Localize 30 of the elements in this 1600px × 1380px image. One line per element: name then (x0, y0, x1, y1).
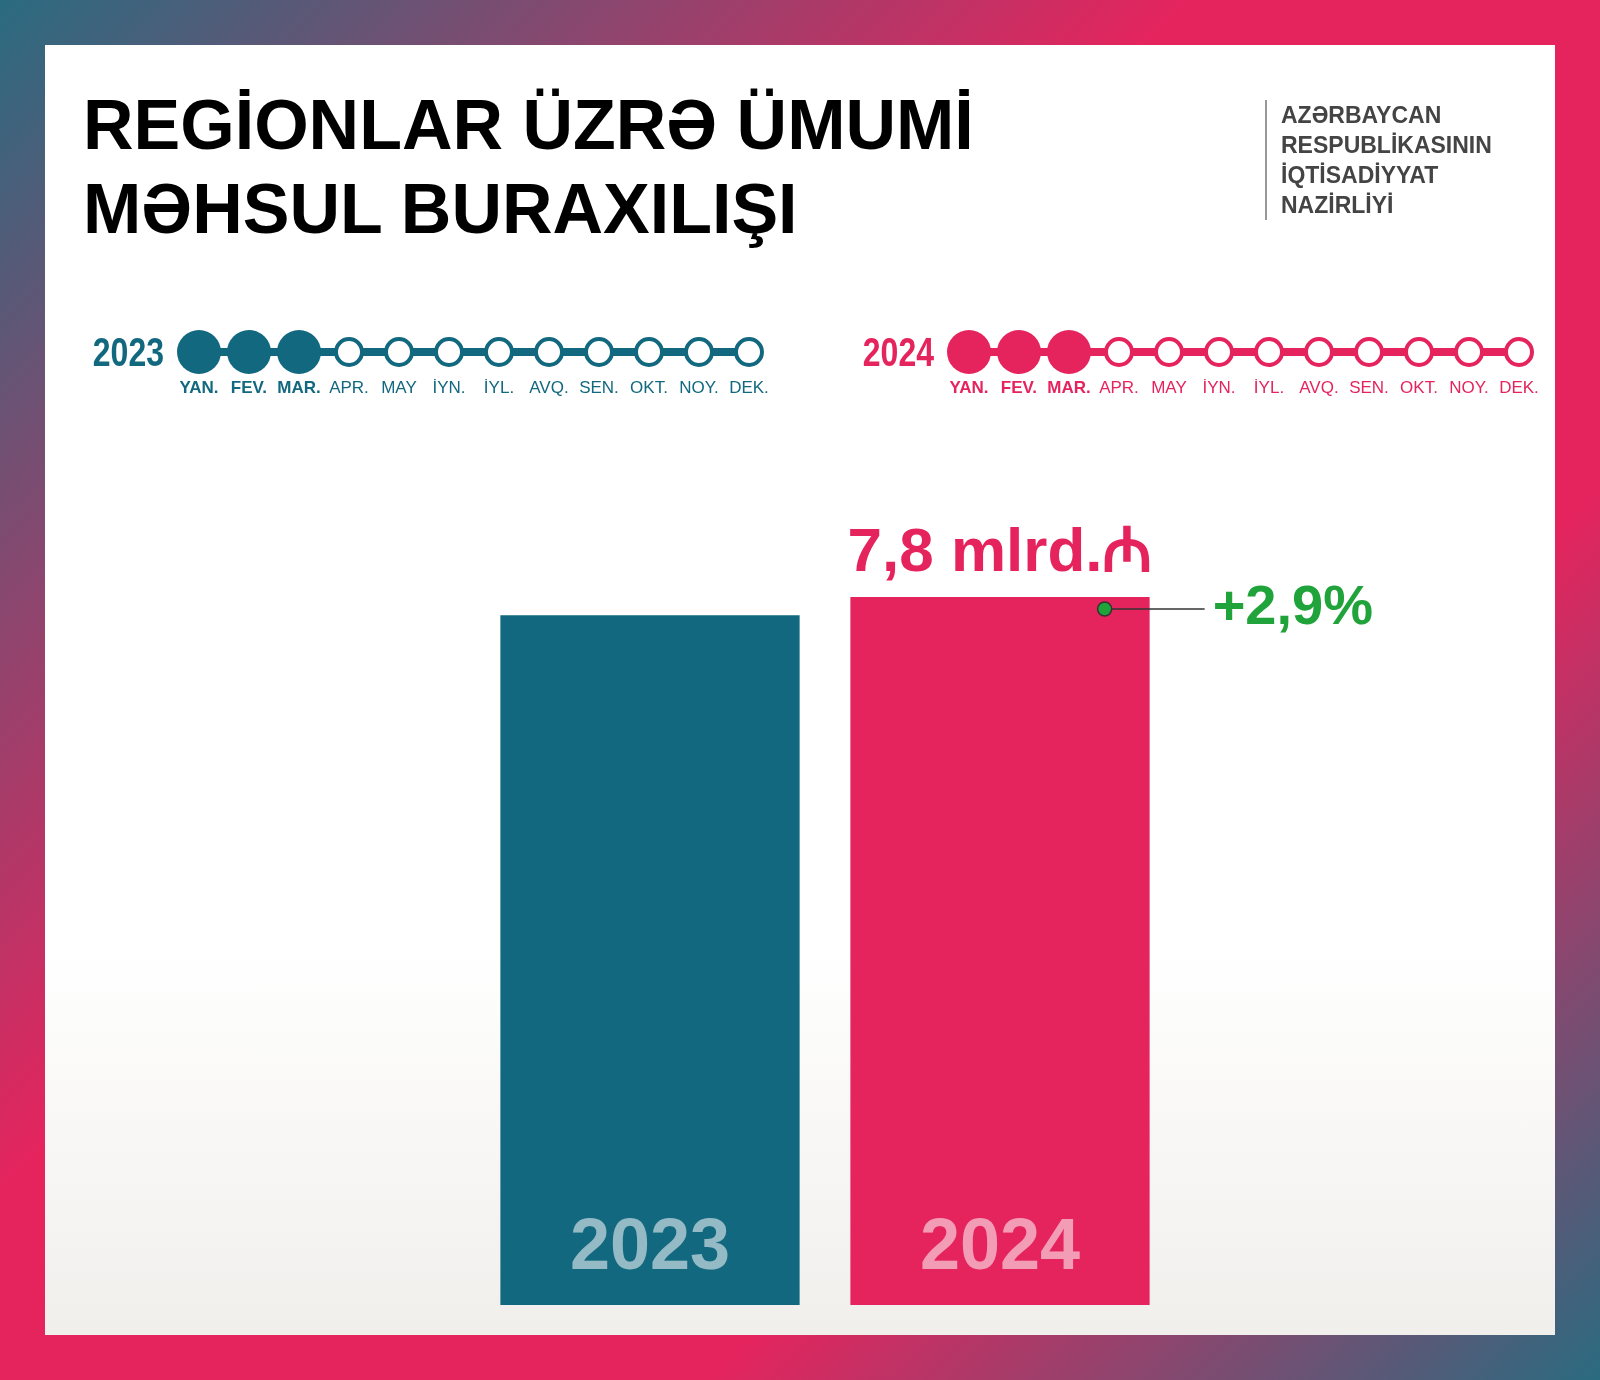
text: FEV. (999, 378, 1039, 398)
text: İYN. (1201, 378, 1237, 398)
text: +2,9% (1212, 573, 1373, 637)
text: AVQ. (528, 378, 570, 398)
text: NOY. (1448, 378, 1490, 398)
text: SEN. (1348, 378, 1390, 398)
data-label: 7,8 mlrd.₼ (847, 515, 1153, 585)
text: APR. (1098, 378, 1140, 398)
text: MAY (1150, 378, 1188, 398)
text: MAR. (1046, 378, 1092, 398)
chart-title: REGİONLAR ÜZRƏ ÜMUMİ MƏHSUL BURAXILIŞI (83, 85, 975, 250)
text: AZƏRBAYCAN RESPUBLİKASININ İQTİSADİYYAT NAZİRLİYİ (1265, 100, 1501, 220)
text: SEN. (578, 378, 620, 398)
text: DEK. (728, 378, 770, 398)
text: 2024 (919, 1203, 1081, 1284)
text: İYL. (1252, 378, 1286, 398)
text: YAN. (178, 378, 220, 398)
text: MAR. (276, 378, 322, 398)
text: NOY. (678, 378, 720, 398)
text: İYL. (482, 378, 516, 398)
text: FEV. (229, 378, 269, 398)
text: DEK. (1498, 378, 1540, 398)
text: MAY (380, 378, 418, 398)
text: 2023 (569, 1203, 731, 1284)
text: AVQ. (1298, 378, 1340, 398)
text: OKT. (629, 378, 669, 398)
text: İYN. (431, 378, 467, 398)
text: OKT. (1399, 378, 1439, 398)
text: YAN. (948, 378, 990, 398)
text: APR. (328, 378, 370, 398)
